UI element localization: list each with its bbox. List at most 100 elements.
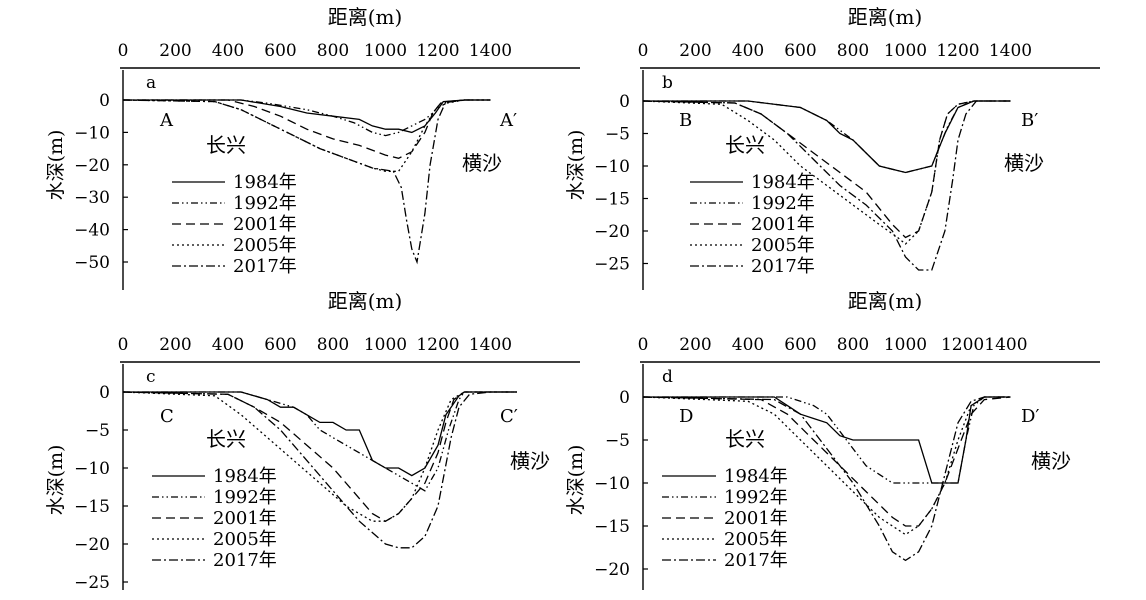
- series-line-2017年: [122, 391, 517, 549]
- x-tick-label: 0: [638, 41, 649, 61]
- legend-label: 2005年: [213, 529, 277, 550]
- left-bank-label: 长兴: [725, 133, 765, 157]
- legend-label: 1984年: [213, 466, 277, 487]
- panel-letter: d: [662, 367, 673, 387]
- series-line-1992年: [643, 396, 1011, 484]
- y-tick-label: −20: [594, 222, 630, 242]
- legend-label: 2001年: [233, 214, 297, 235]
- y-tick-label: −15: [594, 190, 630, 210]
- series-line-2017年: [642, 100, 1011, 271]
- x-tick-label: 800: [317, 41, 349, 61]
- y-tick-label: −10: [594, 157, 630, 177]
- x-tick-label: 600: [264, 41, 296, 61]
- legend-label: 2001年: [724, 508, 788, 529]
- y-tick-label: 0: [99, 383, 110, 403]
- chart-panel-b: 距离(m) 0 200 400 600 800 1000 1200 1400 0 −5 −10 −15 −…: [565, 5, 1100, 290]
- x-tick-label: 800: [837, 41, 869, 61]
- x-tick-label: 600: [784, 41, 816, 61]
- x-tick-label: 1200: [416, 41, 459, 61]
- x-tick-label: 800: [837, 335, 869, 355]
- series-line-1984年: [643, 100, 1011, 174]
- right-bank-label: 横沙: [510, 449, 550, 473]
- right-bank-label: 横沙: [462, 151, 502, 175]
- legend-label: 2005年: [724, 529, 788, 550]
- legend-label: 1992年: [751, 193, 815, 214]
- y-tick-label: 0: [619, 92, 630, 112]
- y-tick-label: 0: [619, 388, 630, 408]
- x-axis-title: 距离(m): [848, 5, 923, 29]
- x-tick-label: 400: [732, 335, 764, 355]
- series-line-2005年: [642, 396, 1011, 536]
- legend-label: 2005年: [233, 235, 297, 256]
- y-tick-label: −50: [74, 253, 110, 273]
- series-line-2001年: [642, 100, 1011, 239]
- legend-label: 2017年: [213, 550, 277, 571]
- y-tick-label: −10: [594, 474, 630, 494]
- legend-label: 1992年: [213, 487, 277, 508]
- x-tick-label: 1400: [989, 41, 1032, 61]
- legend-label: 1984年: [724, 466, 788, 487]
- x-tick-label: 1200: [416, 335, 459, 355]
- y-tick-label: −5: [605, 125, 630, 145]
- right-bank-label: 横沙: [1004, 151, 1044, 175]
- x-tick-label: 1000: [364, 335, 407, 355]
- x-axis-title: 距离(m): [328, 289, 403, 313]
- y-tick-label: −20: [594, 560, 630, 580]
- legend-label: 1984年: [751, 172, 815, 193]
- legend-label: 2017年: [751, 256, 815, 277]
- section-end-label: D′: [1021, 406, 1040, 427]
- right-bank-label: 横沙: [1031, 449, 1071, 473]
- chart-panel-c: 距离(m) 0 200 400 600 800 1000 1200 1400 0 −5 −10 −15 −…: [45, 289, 580, 593]
- y-tick-label: −25: [74, 573, 110, 593]
- section-end-label: A′: [499, 110, 517, 131]
- section-end-label: C′: [500, 406, 518, 427]
- legend-label: 2001年: [213, 508, 277, 529]
- x-tick-label: 1000: [364, 41, 407, 61]
- series-line-1984年: [123, 99, 491, 134]
- x-tick-label: 0: [118, 41, 129, 61]
- x-tick-label: 200: [679, 41, 711, 61]
- y-tick-label: 0: [99, 91, 110, 111]
- y-axis-title: 水深(m): [565, 445, 587, 516]
- x-tick-label: 0: [118, 335, 129, 355]
- legend-label: 2001年: [751, 214, 815, 235]
- x-tick-label: 200: [679, 335, 711, 355]
- y-axis-title: 水深(m): [45, 445, 67, 516]
- series-line-1992年: [643, 100, 1011, 174]
- x-tick-label: 200: [159, 335, 191, 355]
- section-end-label: B′: [1021, 110, 1038, 131]
- y-tick-label: −10: [74, 123, 110, 143]
- x-tick-label: 400: [212, 335, 244, 355]
- panel-letter: a: [146, 73, 156, 93]
- legend-label: 1984年: [233, 172, 297, 193]
- y-tick-label: −15: [74, 497, 110, 517]
- y-tick-label: −20: [74, 156, 110, 176]
- series-line-1984年: [643, 396, 1011, 484]
- y-axis-title: 水深(m): [45, 130, 67, 201]
- series-line-2001年: [642, 396, 1011, 527]
- y-axis-title: 水深(m): [565, 130, 587, 201]
- x-tick-label: 1200: [936, 41, 979, 61]
- left-bank-label: 长兴: [725, 427, 765, 451]
- y-tick-label: −5: [85, 421, 110, 441]
- series-line-2017年: [642, 396, 1011, 562]
- y-tick-label: −25: [594, 255, 630, 275]
- panel-letter: c: [146, 367, 156, 387]
- left-bank-label: 长兴: [206, 133, 246, 157]
- y-tick-label: −20: [74, 535, 110, 555]
- series-line-2001年: [123, 99, 491, 159]
- x-tick-label: 400: [732, 41, 764, 61]
- series-line-1992年: [123, 99, 491, 137]
- legend-label: 2005年: [751, 235, 815, 256]
- series-line-2005年: [642, 100, 1011, 245]
- x-axis-title: 距离(m): [848, 289, 923, 313]
- y-tick-label: −10: [74, 459, 110, 479]
- section-start-label: C: [160, 406, 174, 427]
- x-tick-label: 400: [212, 41, 244, 61]
- y-tick-label: −15: [594, 517, 630, 537]
- y-tick-label: −40: [74, 221, 110, 241]
- x-tick-label: 1000: [884, 335, 927, 355]
- series-line-2001年: [122, 391, 517, 522]
- chart-panel-d: 距离(m) 0 200 400 600 800 1000 12001400 0 −5 −10 −15 −…: [565, 289, 1100, 590]
